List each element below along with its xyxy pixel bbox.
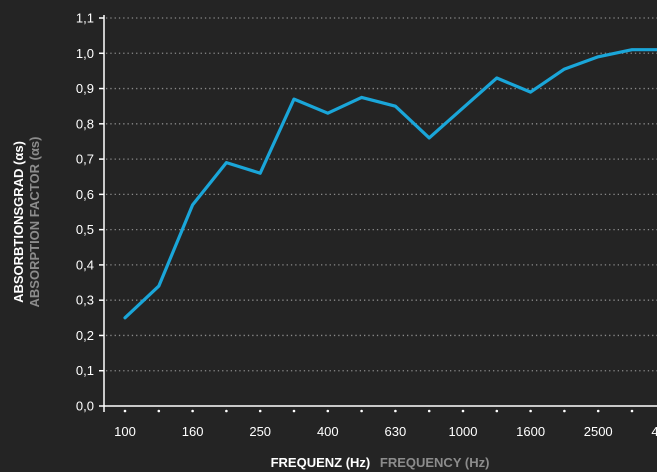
y-tick-labels: 0,0 0,1 0,2 0,3 0,4 0,5 0,6 0,7 0,8 0,9 1,0 1,1 [76,11,94,414]
x-axis-title: FREQUENZ (Hz) FREQUENCY (Hz) [271,455,490,470]
x-axis-title-primary: FREQUENZ (Hz) [271,455,371,470]
x-axis-title-secondary: FREQUENCY (Hz) [380,455,490,470]
x-tick-label: 4000 [651,424,657,439]
axes [99,15,657,413]
x-tick-label: 100 [114,424,136,439]
grid-lines [106,17,657,372]
x-tick-mark [427,409,431,413]
y-axis-title-secondary: ABSORPTION FACTOR (αs) [27,137,42,308]
x-tick-mark [563,409,566,413]
x-tick-mark [360,409,363,413]
y-tick-label: 0,7 [76,152,94,167]
y-tick-label: 0,0 [76,399,94,414]
x-tick-label: 2500 [584,424,613,439]
x-tick-label: 1600 [516,424,545,439]
y-axis-title-primary: ABSORBTIONSGRAD (αs) [11,141,26,303]
x-tick-mark [157,409,161,413]
y-tick-label: 0,8 [76,116,94,131]
y-tick-label: 0,1 [76,363,94,378]
y-tick-label: 1,1 [76,11,94,26]
x-tick-mark [394,409,397,413]
x-tick-mark [529,409,532,413]
x-tick-mark [191,409,194,413]
x-tick-label: 630 [385,424,407,439]
series-line [123,48,657,320]
y-tick-label: 0,6 [76,187,94,202]
series-group [123,48,657,320]
x-tick-mark [225,409,228,413]
y-tick-label: 0,4 [76,257,94,272]
x-tick-mark [630,409,634,413]
y-tick-label: 0,2 [76,328,94,343]
x-tick-mark [495,409,499,413]
x-tick-mark [461,409,465,413]
y-tick-label: 1,0 [76,46,94,61]
x-tick-labels: 100 160 250 400 630 1000 1600 2500 4000 [114,424,657,439]
x-tick-label: 160 [182,424,204,439]
x-tick-mark [292,409,296,413]
x-tick-label: 250 [249,424,271,439]
y-tick-label: 0,3 [76,293,94,308]
x-tick-mark [596,409,600,413]
x-tick-mark [258,409,262,413]
y-tick-label: 0,5 [76,222,94,237]
x-tick-mark [326,409,330,413]
x-tick-label: 400 [317,424,339,439]
x-tick-label: 1000 [449,424,478,439]
x-tick-mark [123,409,127,413]
y-tick-label: 0,9 [76,81,94,96]
